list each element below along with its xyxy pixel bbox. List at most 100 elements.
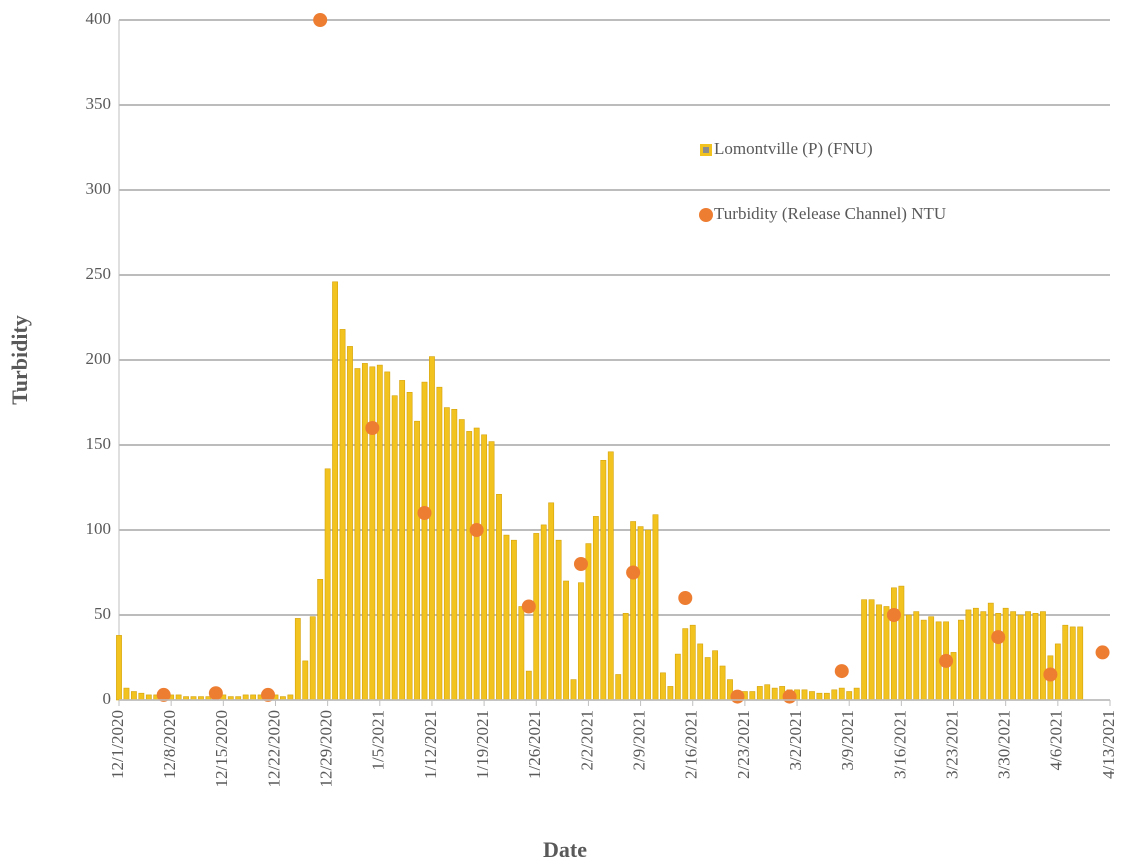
bar — [145, 694, 152, 701]
point — [1043, 667, 1058, 682]
y-tick-label: 50 — [94, 604, 111, 623]
bar — [615, 674, 622, 701]
point — [313, 13, 328, 27]
bar — [540, 524, 547, 701]
bar — [876, 604, 882, 701]
bar — [861, 599, 868, 701]
x-tick-label: 2/23/2021 — [734, 710, 753, 779]
bar — [980, 611, 987, 701]
bar — [771, 687, 778, 701]
bar — [764, 684, 771, 701]
bar — [1069, 626, 1076, 701]
x-tick-label: 3/2/2021 — [786, 710, 805, 770]
bar — [548, 502, 555, 701]
bar — [652, 514, 659, 701]
bar — [496, 493, 502, 701]
bar — [354, 368, 361, 701]
bar — [175, 694, 182, 701]
bar — [622, 612, 629, 701]
bar — [809, 691, 815, 701]
bar — [123, 687, 130, 701]
bar — [995, 612, 1002, 701]
bar — [421, 381, 428, 701]
bar — [898, 585, 905, 701]
bar — [965, 609, 972, 701]
bar — [749, 691, 756, 701]
bar — [637, 526, 644, 701]
point — [886, 608, 901, 622]
bar — [369, 366, 376, 701]
bar — [451, 408, 458, 701]
bar — [719, 665, 726, 701]
bar — [682, 628, 689, 701]
bar — [697, 643, 704, 701]
y-axis-title: Turbidity — [7, 315, 32, 405]
bar — [831, 689, 838, 701]
bar — [518, 606, 525, 701]
y-tick-label: 200 — [86, 349, 112, 368]
bar — [525, 670, 532, 701]
bar — [1002, 607, 1009, 701]
x-tick-label: 4/13/2021 — [1099, 710, 1118, 779]
x-tick-label: 12/15/2020 — [212, 710, 231, 787]
point — [626, 565, 641, 580]
bar — [592, 516, 599, 701]
y-tick-label: 100 — [86, 519, 112, 538]
x-tick-label: 2/2/2021 — [577, 710, 596, 770]
bar — [466, 431, 473, 701]
point — [991, 630, 1006, 645]
bar — [347, 346, 353, 701]
x-tick-label: 12/29/2020 — [317, 710, 336, 787]
bar — [250, 694, 257, 701]
x-tick-label: 3/16/2021 — [890, 710, 909, 779]
x-tick-label: 2/9/2021 — [629, 710, 648, 770]
bar — [801, 689, 808, 701]
bar — [853, 687, 860, 701]
x-tick-label: 1/26/2021 — [525, 710, 544, 779]
bar — [1017, 614, 1024, 701]
bar — [1040, 611, 1046, 701]
bar — [563, 580, 569, 701]
bar — [481, 434, 488, 701]
bar — [317, 578, 324, 701]
point — [939, 653, 954, 668]
bar — [384, 371, 391, 701]
y-tick-label: 300 — [86, 179, 112, 198]
bar — [130, 691, 137, 701]
bar — [339, 329, 346, 701]
legend-label: Turbidity (Release Channel) NTU — [714, 204, 946, 223]
bar — [972, 607, 979, 701]
bar — [816, 692, 823, 701]
bar — [1010, 611, 1017, 701]
legend-swatch-inner — [703, 147, 709, 153]
bar — [488, 441, 495, 701]
bar — [1032, 612, 1039, 701]
bar — [414, 420, 420, 701]
bar — [913, 611, 920, 701]
x-tick-label: 12/8/2020 — [160, 710, 179, 779]
bar — [399, 380, 406, 701]
bar — [891, 587, 897, 701]
bar — [570, 679, 577, 701]
bar — [674, 653, 681, 701]
bar — [846, 691, 853, 701]
bar — [533, 533, 540, 701]
bar — [242, 694, 249, 701]
point — [521, 599, 536, 614]
point — [208, 686, 223, 701]
y-tick-label: 150 — [86, 434, 112, 453]
y-tick-label: 250 — [86, 264, 112, 283]
bar — [429, 356, 435, 701]
legend-label: Lomontville (P) (FNU) — [714, 139, 873, 158]
bar — [332, 281, 338, 701]
x-tick-label: 3/23/2021 — [942, 710, 961, 779]
bar — [503, 534, 510, 701]
bar — [287, 694, 294, 701]
bar — [756, 686, 763, 701]
x-axis-title: Date — [543, 837, 587, 862]
bar — [883, 606, 890, 701]
x-tick-label: 3/30/2021 — [995, 710, 1014, 779]
bar — [667, 686, 674, 701]
legend-swatch — [699, 208, 713, 222]
